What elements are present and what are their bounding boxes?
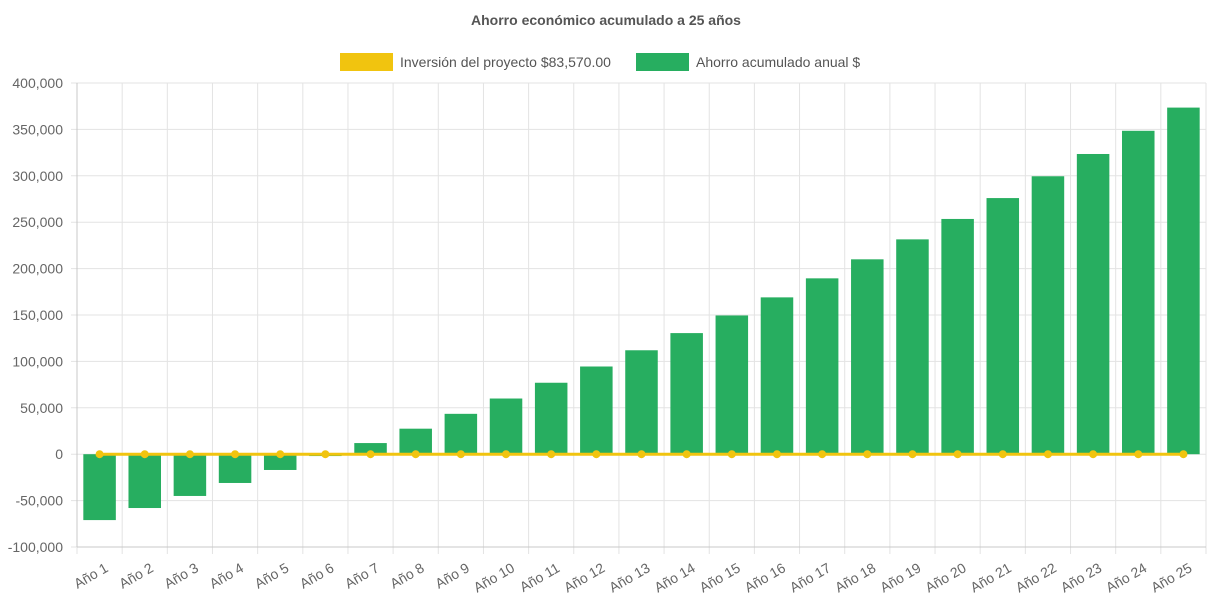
line-point[interactable] [185,450,194,459]
x-tick-label: Año 17 [787,559,834,595]
x-tick-label: Año 23 [1058,559,1105,595]
line-point[interactable] [818,450,827,459]
line-point[interactable] [1179,450,1188,459]
x-tick-label: Año 5 [252,559,292,591]
y-axis-ticks: 400,000 350,000 300,000 250,000 200,000 150,0… [8,75,63,555]
x-tick-label: Año 24 [1103,559,1150,595]
x-tick-label: Año 3 [161,559,201,591]
x-tick-label: Año 19 [877,559,924,595]
x-tick-label: Año 1 [71,559,111,591]
bar[interactable] [489,398,523,455]
y-tick-label: 50,000 [20,400,63,416]
line-point[interactable] [637,450,646,459]
line-point[interactable] [231,450,240,459]
legend-swatch-savings [636,53,689,71]
bar[interactable] [1031,176,1065,455]
y-tick-label: 300,000 [12,168,63,184]
line-point[interactable] [863,450,872,459]
bar[interactable] [580,366,613,455]
legend-swatch-investment [340,53,393,71]
bar[interactable] [715,315,749,455]
x-tick-label: Año 8 [387,559,427,591]
line-point[interactable] [727,450,736,459]
bar[interactable] [941,218,974,455]
x-tick-label: Año 16 [742,559,789,595]
x-tick-label: Año 11 [517,559,563,595]
bar[interactable] [173,454,207,496]
bar[interactable] [625,350,658,455]
y-tick-label: 250,000 [12,214,63,230]
line-point[interactable] [998,450,1007,459]
line-point[interactable] [411,450,420,459]
line-point[interactable] [1134,450,1143,459]
legend-label-savings: Ahorro acumulado anual $ [696,54,860,70]
line-point[interactable] [682,450,691,459]
y-tick-label: 400,000 [12,75,63,91]
x-tick-label: Año 25 [1148,559,1195,595]
bar[interactable] [1122,130,1155,455]
line-point[interactable] [592,450,601,459]
legend-label-investment: Inversión del proyecto $83,570.00 [400,54,611,70]
y-tick-label: 150,000 [12,307,63,323]
bar[interactable] [670,333,703,455]
bar[interactable] [851,259,884,455]
bar[interactable] [354,443,387,455]
x-tick-label: Año 21 [967,559,1014,595]
x-tick-label: Año 4 [206,559,246,591]
line-point[interactable] [456,450,465,459]
x-tick-label: Año 15 [696,559,743,595]
bar[interactable] [534,382,568,455]
y-tick-label: 350,000 [12,121,63,137]
legend-item-investment[interactable]: Inversión del proyecto $83,570.00 [340,53,611,71]
line-point[interactable] [1043,450,1052,459]
line-series-investment [95,450,1188,459]
bar-series-savings [83,107,1200,521]
line-point[interactable] [772,450,781,459]
x-tick-label: Año 6 [297,559,337,591]
line-point[interactable] [547,450,556,459]
x-tick-label: Año 14 [651,559,698,595]
y-tick-label: -50,000 [16,493,64,509]
bar[interactable] [444,413,478,455]
x-tick-label: Año 7 [342,559,382,591]
legend: Inversión del proyecto $83,570.00 Ahorro… [340,53,860,71]
x-tick-label: Año 18 [832,559,879,595]
y-tick-label: 100,000 [12,353,63,369]
bar[interactable] [263,454,297,470]
x-tick-label: Año 22 [1013,559,1060,595]
bar[interactable] [760,297,794,455]
bar[interactable] [896,239,929,455]
y-tick-label: 200,000 [12,261,63,277]
x-tick-label: Año 13 [606,559,653,595]
line-point[interactable] [95,450,104,459]
x-axis-ticks: Año 1 Año 2 Año 3 Año 4 Año 5 Año 6 Año 7 Año 8… [71,559,1195,595]
bar[interactable] [986,198,1020,455]
line-point[interactable] [321,450,330,459]
x-tick-label: Año 9 [432,559,472,591]
line-point[interactable] [908,450,917,459]
bar[interactable] [399,428,432,455]
bar[interactable] [1167,107,1200,455]
line-point[interactable] [366,450,375,459]
line-point[interactable] [1089,450,1098,459]
line-point[interactable] [953,450,962,459]
y-tick-label: 0 [55,446,63,462]
line-point[interactable] [502,450,511,459]
bar[interactable] [805,278,839,455]
bar[interactable] [128,454,161,509]
grid [71,82,1207,554]
y-tick-label: -100,000 [8,539,63,555]
chart-title: Ahorro económico acumulado a 25 años [471,12,741,28]
x-tick-label: Año 10 [471,559,518,595]
x-tick-label: Año 20 [922,559,969,595]
x-tick-label: Año 2 [116,559,156,591]
bar[interactable] [218,454,252,483]
bar[interactable] [83,454,116,521]
line-point[interactable] [276,450,285,459]
bar[interactable] [1076,153,1110,455]
x-tick-label: Año 12 [561,559,608,595]
legend-item-savings[interactable]: Ahorro acumulado anual $ [636,53,860,71]
line-point[interactable] [140,450,149,459]
